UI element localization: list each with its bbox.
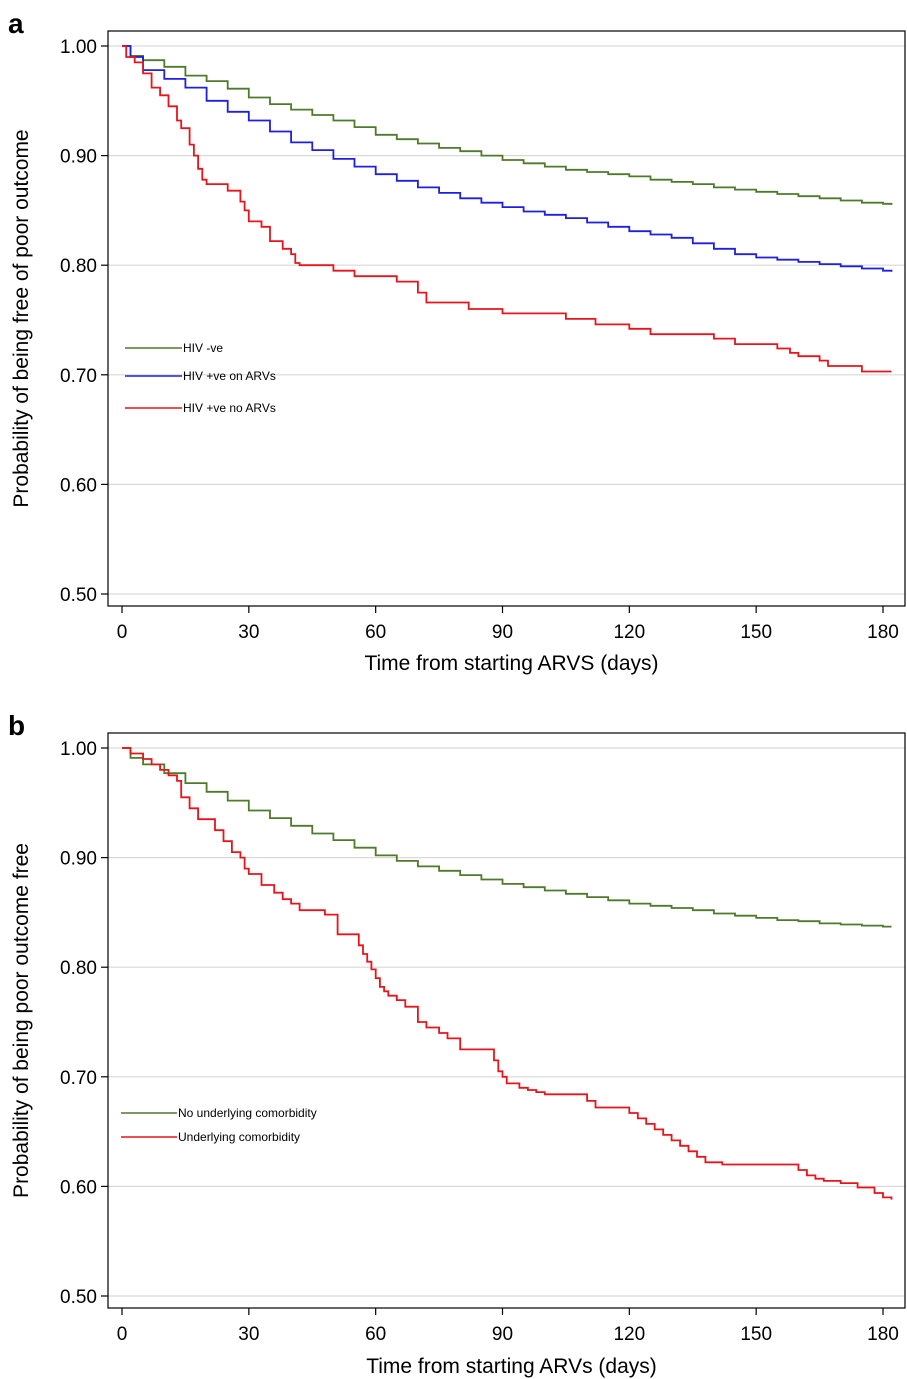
x-tick-label: 180: [867, 1324, 899, 1345]
y-tick-label: 0.60: [60, 1177, 97, 1198]
chart-panel-a: a 0.50 0.60 0.70 0.80 0.90 1.00 0 30 60 90 120 150 18…: [8, 8, 906, 675]
x-tick-label: 30: [238, 1324, 259, 1345]
x-tick-label: 90: [492, 622, 513, 643]
x-tick-label: 180: [867, 622, 899, 643]
x-axis-title: Time from starting ARVs (days): [366, 1355, 657, 1378]
legend-entry: HIV +ve on ARVs: [183, 369, 276, 383]
x-tick-label: 120: [613, 622, 645, 643]
panel-label: a: [8, 8, 24, 39]
legend-entry: HIV +ve no ARVs: [183, 401, 276, 415]
y-tick-label: 0.90: [60, 849, 97, 870]
y-tick-label: 0.80: [60, 958, 97, 979]
legend: No underlying comorbidity Underlying como…: [121, 1106, 317, 1144]
y-tick-label: 0.50: [60, 585, 97, 606]
y-tick-label: 0.70: [60, 1068, 97, 1089]
chart-panel-b: b 0.50 0.60 0.70 0.80 0.90 1.00 0 30 60 90 120 150 18…: [8, 710, 906, 1378]
legend-entry: Underlying comorbidity: [178, 1130, 300, 1144]
x-tick-label: 0: [117, 1324, 128, 1345]
x-tick-label: 60: [365, 1324, 386, 1345]
x-tick-label: 150: [740, 622, 772, 643]
y-tick-label: 1.00: [60, 739, 97, 760]
y-tick-label: 1.00: [60, 37, 97, 58]
y-axis-title: Probability of being free of poor outcom…: [10, 129, 33, 507]
series-line-1: [122, 747, 892, 928]
x-tick-label: 120: [613, 1324, 645, 1345]
series-line-3: [122, 45, 892, 373]
legend: HIV -ve HIV +ve on ARVs HIV +ve no ARVs: [125, 341, 276, 415]
y-tick-label: 0.60: [60, 475, 97, 496]
x-tick-label: 30: [238, 622, 259, 643]
x-tick-label: 60: [365, 622, 386, 643]
series-line-2: [122, 747, 893, 1200]
series-line-1: [122, 45, 893, 205]
plot-frame: [107, 30, 906, 607]
y-tick-label: 0.90: [60, 147, 97, 168]
y-tick-label: 0.50: [60, 1287, 97, 1308]
legend-entry: HIV -ve: [183, 341, 223, 355]
x-tick-label: 150: [740, 1324, 772, 1345]
plot-frame: [107, 732, 906, 1309]
x-tick-label: 90: [492, 1324, 513, 1345]
x-tick-label: 0: [117, 622, 128, 643]
series-line-2: [122, 45, 893, 272]
y-tick-label: 0.80: [60, 256, 97, 277]
y-tick-label: 0.70: [60, 366, 97, 387]
x-axis-title: Time from starting ARVS (days): [364, 652, 658, 675]
panel-label: b: [8, 710, 25, 741]
y-axis-title: Probability of being poor outcome free: [10, 843, 33, 1198]
legend-entry: No underlying comorbidity: [178, 1106, 317, 1120]
